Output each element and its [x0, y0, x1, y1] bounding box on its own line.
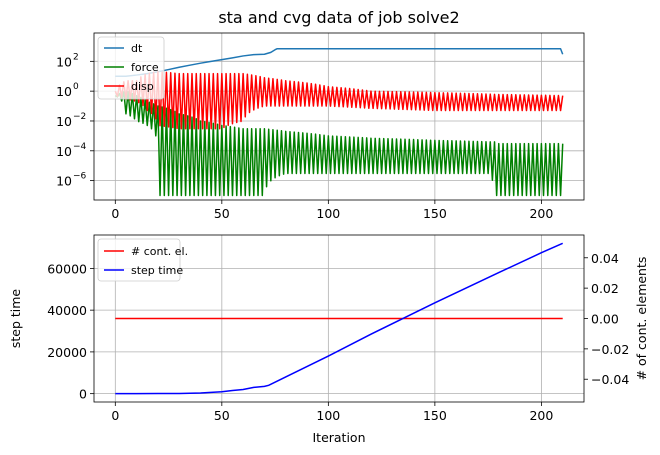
bottom-right-y-tick-label: 0.00 [591, 312, 619, 327]
top-y-tick-label: 10 [56, 174, 72, 189]
bottom-y-tick-label: 20000 [47, 345, 87, 360]
bottom-x-tick-label: 50 [214, 408, 230, 423]
top-y-tick-label: 10 [56, 54, 72, 69]
top-x-ticks: 0 50 100 150 200 [111, 200, 553, 221]
top-axes-frame [93, 32, 585, 201]
legend-label-disp: disp [131, 80, 154, 93]
bottom-x-tick-label: 200 [529, 408, 553, 423]
chart-title: sta and cvg data of job solve2 [218, 8, 459, 27]
bottom-y-ticks-right: −0.04 −0.02 0.00 0.02 0.04 [584, 251, 629, 387]
legend-label-force: force [131, 61, 159, 74]
bottom-x-tick-label: 100 [316, 408, 340, 423]
x-axis-label: Iteration [312, 430, 365, 445]
top-legend-box [97, 36, 165, 100]
top-subplot: sta and cvg data of job solve2 0 50 100 150… [56, 8, 585, 221]
y-axis-label-right: # of cont. elements [634, 257, 649, 381]
bottom-series-group [115, 242, 564, 395]
legend-label-bottom-1: step time [131, 264, 183, 277]
series-force-line [114, 91, 564, 197]
bottom-subplot: 0 50 100 150 200 0 20000 40000 60000 −0.04 −0.02… [8, 234, 649, 445]
bottom-y-ticks-left: 0 20000 40000 60000 [47, 261, 94, 402]
bottom-y-tick-label: 40000 [47, 303, 87, 318]
bottom-right-y-tick-label: −0.02 [591, 342, 629, 357]
y-axis-label-left: step time [8, 289, 23, 349]
bottom-x-tick-label: 0 [111, 408, 119, 423]
top-y-tick-exponent: −2 [73, 112, 86, 122]
top-y-tick-exponent: 0 [73, 82, 79, 92]
top-legend: dt force disp [97, 36, 165, 100]
top-x-tick-label: 150 [423, 206, 447, 221]
top-x-tick-label: 200 [529, 206, 553, 221]
bottom-x-tick-label: 150 [423, 408, 447, 423]
legend-label-dt: dt [131, 42, 143, 55]
bottom-right-y-tick-label: −0.04 [591, 372, 629, 387]
bottom-legend: # cont. el. step time [97, 238, 188, 282]
series-disp-line [114, 71, 564, 130]
series-step-time-line [115, 242, 564, 395]
top-y-tick-exponent: 2 [73, 52, 79, 62]
top-y-tick-exponent: −4 [73, 142, 87, 152]
top-y-tick-label: 10 [56, 144, 72, 159]
bottom-y-tick-label: 60000 [47, 261, 87, 276]
top-y-tick-label: 10 [56, 84, 72, 99]
top-y-tick-label: 10 [56, 114, 72, 129]
bottom-x-ticks: 0 50 100 150 200 [111, 402, 553, 423]
bottom-right-y-tick-label: 0.04 [591, 251, 619, 266]
top-x-tick-label: 50 [214, 206, 230, 221]
top-x-tick-label: 100 [316, 206, 340, 221]
legend-label-bottom-0: # cont. el. [131, 245, 188, 258]
bottom-right-y-tick-label: 0.02 [591, 281, 619, 296]
top-x-tick-label: 0 [111, 206, 119, 221]
top-y-tick-exponent: −6 [73, 172, 87, 182]
bottom-y-tick-label: 0 [79, 387, 87, 402]
